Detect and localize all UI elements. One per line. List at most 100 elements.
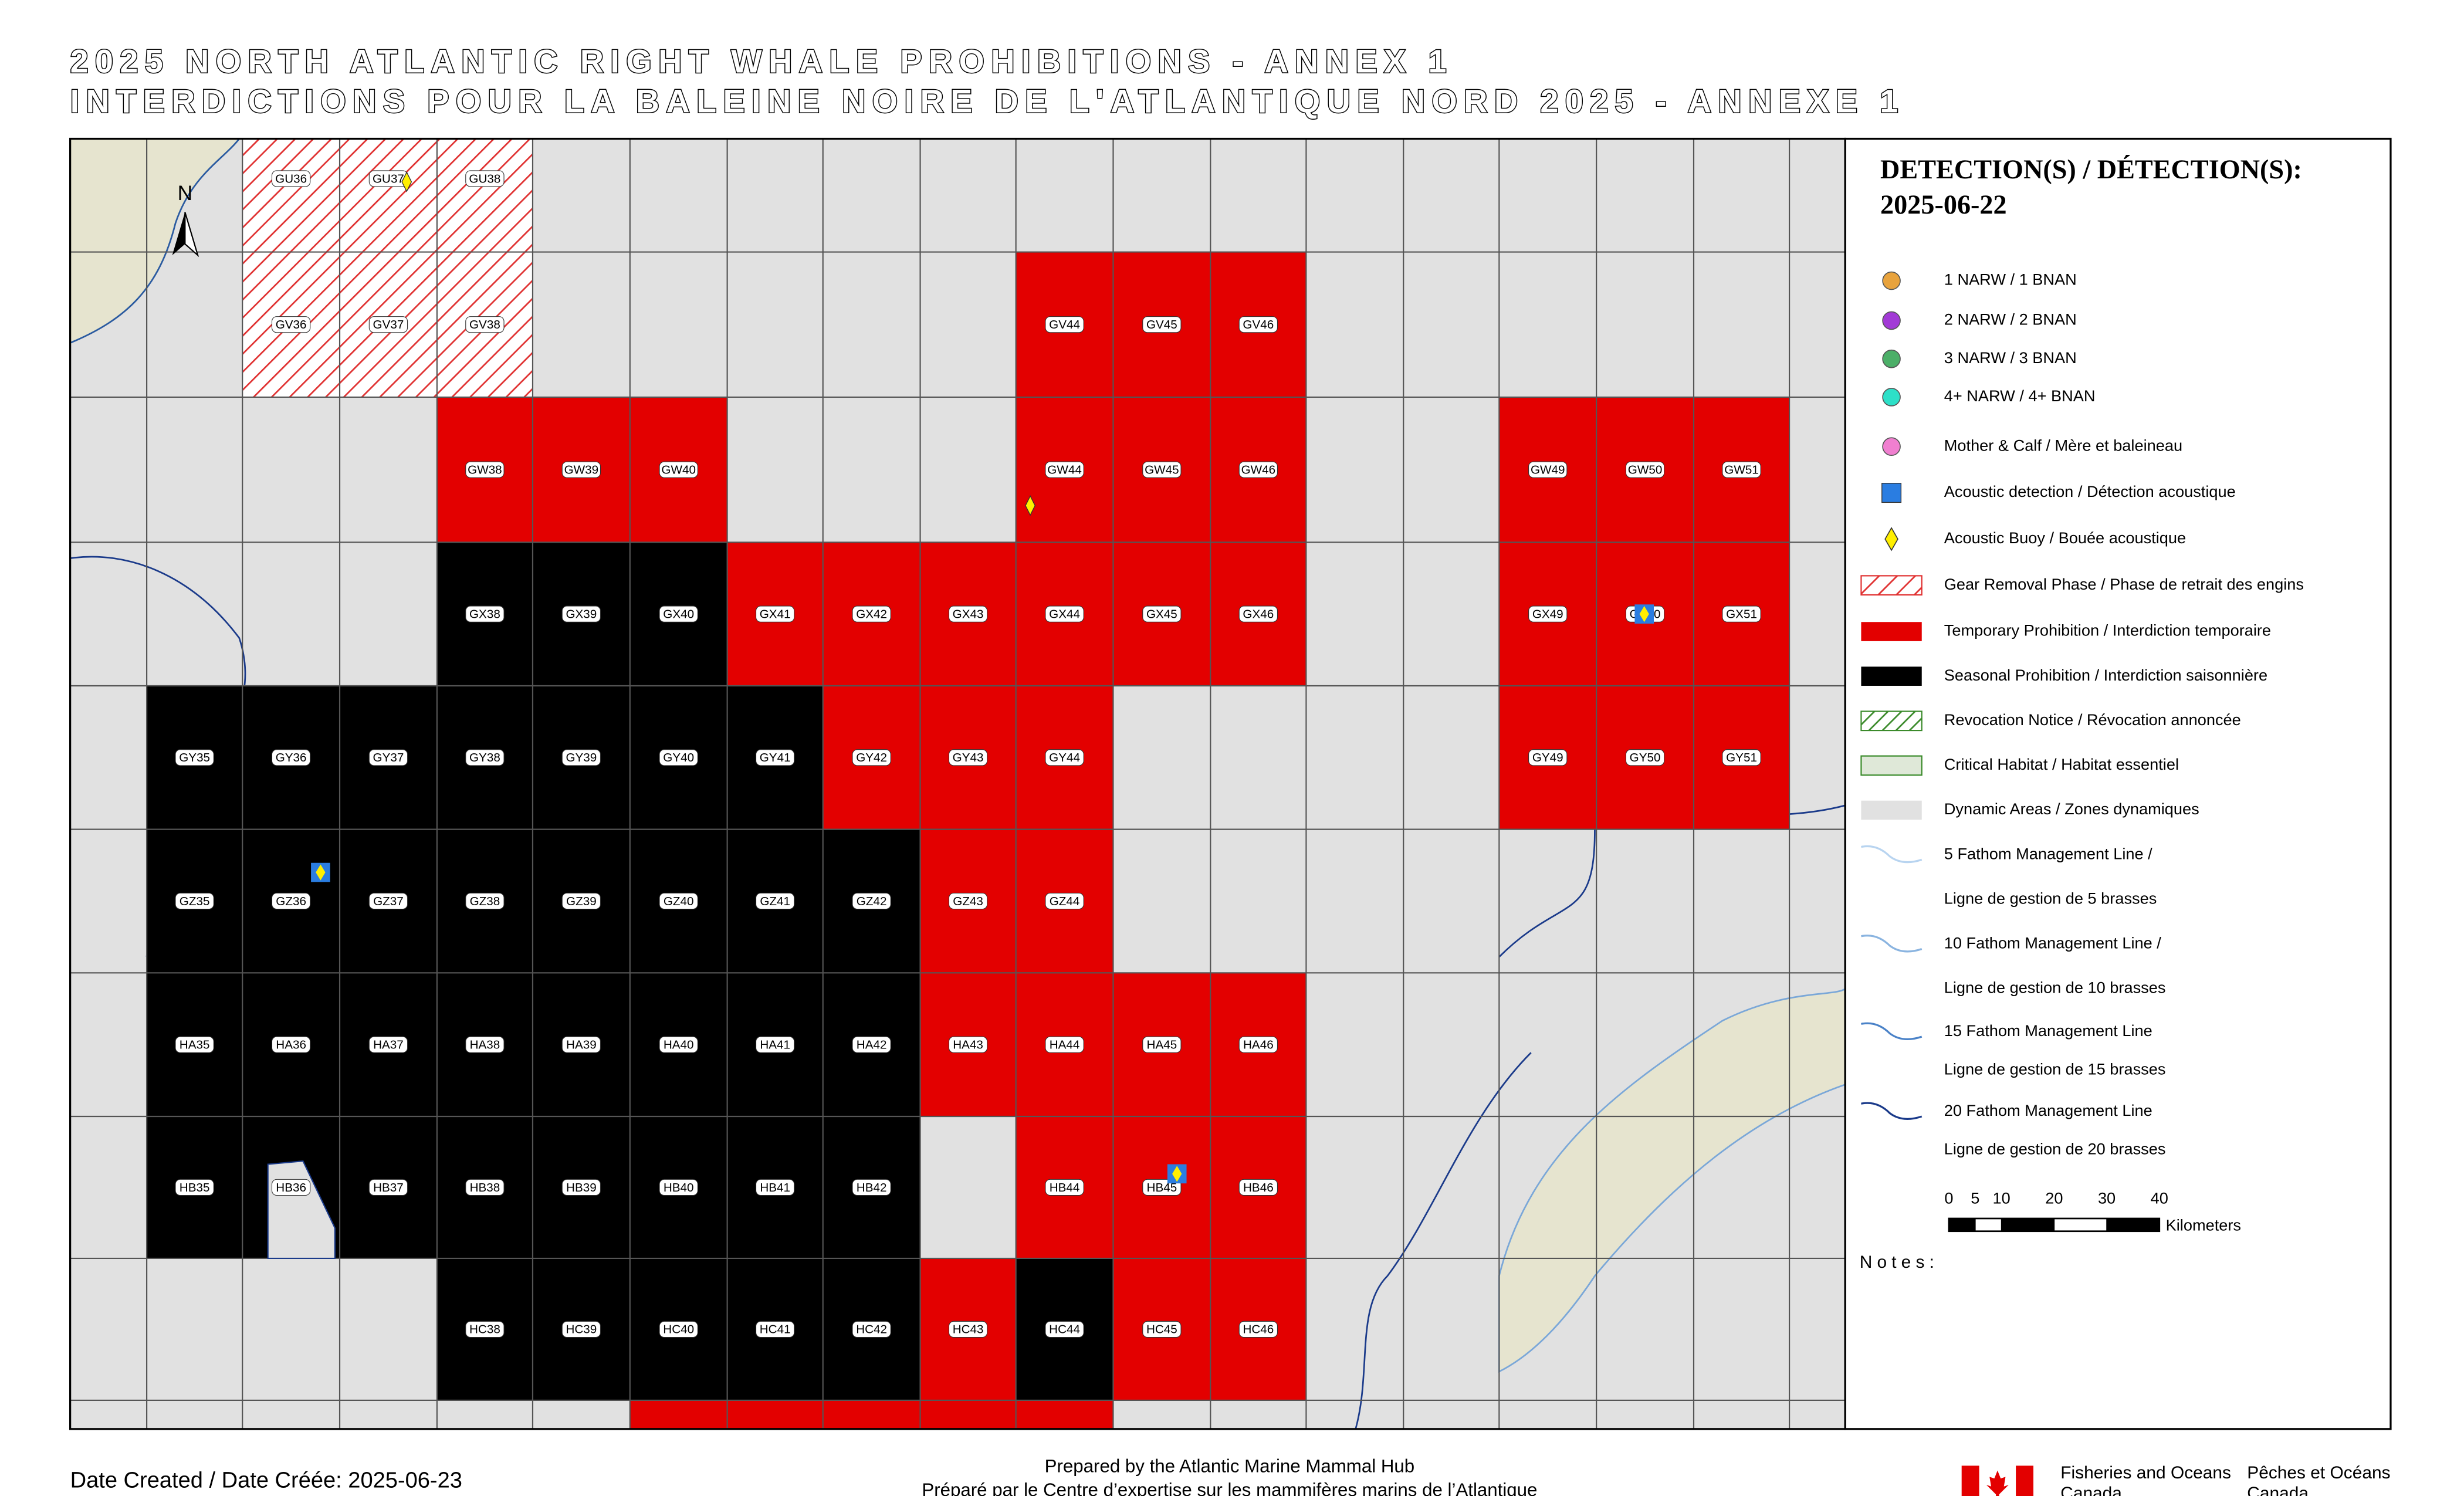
cell-label-bg	[852, 892, 891, 910]
cell-label: HC39	[566, 1323, 597, 1336]
legend-symbol	[1860, 755, 1923, 776]
legend-label: Temporary Prohibition / Interdiction tem…	[1944, 621, 2271, 639]
scale-tick-label: 20	[2045, 1189, 2063, 1207]
prepared-fr: Préparé par le Centre d’expertise sur le…	[922, 1480, 1537, 1496]
cell-label-bg	[1045, 1036, 1084, 1053]
cell-label-bg	[948, 1321, 988, 1338]
cell-label-bg	[271, 316, 311, 333]
cell-label-bg	[561, 1036, 601, 1053]
coastline	[1355, 1052, 1532, 1429]
legend-label: 5 Fathom Management Line /	[1944, 844, 2152, 862]
cell-label: HA35	[180, 1038, 210, 1051]
cell-label: HB35	[180, 1181, 210, 1194]
dept-en: Fisheries and Oceans	[2060, 1463, 2231, 1483]
cell-label: GY36	[276, 751, 307, 764]
maple-leaf	[1986, 1470, 2009, 1496]
legend: 1 NARW / 1 BNAN 2 NARW / 2 BNAN 3 NARW / 3…	[1860, 270, 2304, 1157]
cell-label: GX45	[1146, 607, 1177, 621]
cell-label-bg	[1142, 461, 1182, 478]
island	[1498, 987, 1846, 1373]
flag-bar	[1961, 1465, 1979, 1496]
cell-label: HC41	[760, 1323, 791, 1336]
cell-label: GX46	[1243, 607, 1274, 621]
dept-fr: Pêches et Océans	[2247, 1463, 2390, 1483]
cell-label: GX42	[856, 607, 887, 621]
cell-label: GU37	[373, 172, 404, 185]
temporary-cells-partial	[629, 1400, 1113, 1429]
title-fr: INTERDICTIONS POUR LA BALEINE NOIRE DE L…	[70, 83, 1905, 119]
prohibition-cell	[340, 138, 437, 252]
cell-label: GX40	[663, 607, 694, 621]
scale-segment	[1948, 1218, 1975, 1231]
cell-label: GW51	[1724, 463, 1759, 476]
cell-label-bg	[659, 892, 698, 910]
cell-label-bg	[271, 1179, 311, 1196]
legend-label: 3 NARW / 3 BNAN	[1944, 348, 2077, 367]
cell-label: GV37	[373, 318, 404, 331]
legend-symbol	[1861, 666, 1922, 686]
legend-label: Seasonal Prohibition / Interdiction sais…	[1944, 666, 2267, 684]
cell-label: HB38	[470, 1181, 500, 1194]
cell-label: HC46	[1243, 1323, 1274, 1336]
cell-label: GV44	[1049, 318, 1080, 331]
legend-symbol	[1861, 1022, 1923, 1041]
cell-label: GW45	[1145, 463, 1179, 476]
cell-label-bg	[1045, 605, 1084, 622]
land	[70, 138, 241, 344]
legend-symbol	[1882, 437, 1901, 456]
cell-label-bg	[1045, 892, 1084, 910]
cell-label-bg	[1528, 461, 1568, 478]
legend-label: Ligne de gestion de 15 brasses	[1944, 1060, 2166, 1078]
cell-label-bg	[465, 1036, 505, 1053]
cell-label-bg	[1238, 1036, 1278, 1053]
cell-label: GZ41	[760, 895, 790, 908]
acoustic-buoy	[1025, 495, 1036, 516]
cell-label-bg	[465, 892, 505, 910]
legend-symbol	[1882, 388, 1901, 407]
cell-label-bg	[1238, 461, 1278, 478]
notes-label: Notes:	[1860, 1253, 1939, 1272]
legend-label: Acoustic detection / Détection acoustiqu…	[1944, 482, 2236, 500]
cell-label-bg	[561, 892, 601, 910]
cell-label: GY35	[179, 751, 210, 764]
cell-label-bg	[1625, 461, 1665, 478]
legend-symbol	[1881, 483, 1902, 503]
cell-label-bg	[756, 1321, 795, 1338]
legend-label: Ligne de gestion de 20 brasses	[1944, 1139, 2166, 1157]
cell-label: HA43	[953, 1038, 983, 1051]
cell-label: HA45	[1147, 1038, 1177, 1051]
cell-label: GZ37	[373, 895, 404, 908]
cell-label: HC44	[1049, 1323, 1080, 1336]
cell-label: GZ36	[276, 895, 306, 908]
cell-label: HC43	[953, 1323, 984, 1336]
cell-label: HB37	[373, 1181, 404, 1194]
cell-label: GY44	[1049, 751, 1080, 764]
acoustic-buoy	[1639, 606, 1649, 622]
cell-label-bg	[465, 170, 505, 187]
legend-label: Critical Habitat / Habitat essentiel	[1944, 755, 2179, 773]
cell-label-bg	[271, 170, 311, 187]
date-created: Date Created / Date Créée: 2025-06-23	[70, 1468, 462, 1493]
cell-label-bg	[756, 892, 795, 910]
cell-label: GY37	[373, 751, 404, 764]
north-arrow-right	[184, 212, 199, 258]
legend-symbol	[1882, 349, 1901, 368]
cell-label-bg	[175, 749, 214, 766]
cell-label-bg	[1238, 1179, 1278, 1196]
cell-label-bg	[756, 1036, 795, 1053]
cell-label-bg	[271, 749, 311, 766]
flag-bar	[2016, 1465, 2034, 1496]
cell-label: GY41	[760, 751, 791, 764]
cell-label-bg	[659, 461, 698, 478]
legend-label: Revocation Notice / Révocation annoncée	[1944, 710, 2241, 729]
legend-symbol	[1882, 311, 1901, 330]
acoustic-buoy	[1172, 1166, 1182, 1182]
legend-label: 1 NARW / 1 BNAN	[1944, 270, 2077, 289]
legend-label: Mother & Calf / Mère et baleineau	[1944, 436, 2182, 454]
cell-label-bg	[561, 461, 601, 478]
scale-segment	[2107, 1218, 2160, 1231]
scale-tick-label: 40	[2151, 1189, 2168, 1207]
cell-label: GX43	[953, 607, 984, 621]
cell-label: HA40	[664, 1038, 694, 1051]
cell-label-bg	[1045, 749, 1084, 766]
